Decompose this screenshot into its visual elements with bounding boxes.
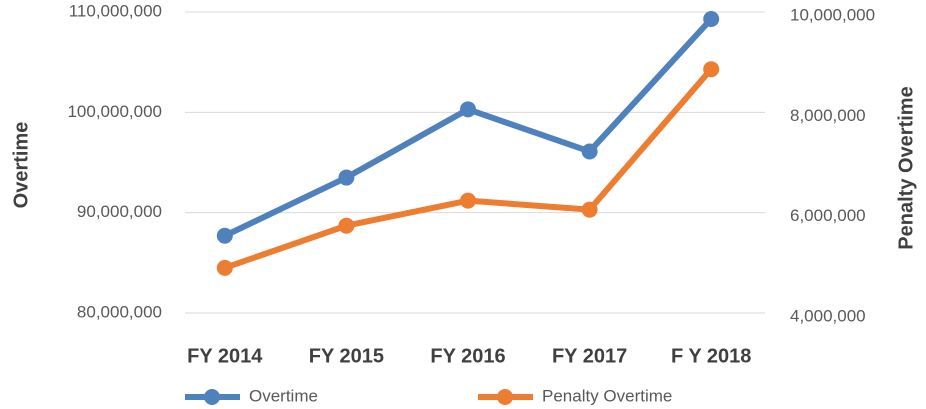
y-tick-label: 110,000,000 bbox=[69, 1, 162, 20]
data-point bbox=[581, 201, 598, 218]
x-tick-label: FY 2016 bbox=[430, 345, 505, 367]
y2-axis-label: Penalty Overtime bbox=[895, 86, 917, 249]
y2-tick-label: 8,000,000 bbox=[790, 106, 866, 125]
y-tick-label: 80,000,000 bbox=[77, 302, 162, 321]
legend-label: Penalty Overtime bbox=[542, 386, 672, 405]
data-point bbox=[216, 227, 233, 244]
x-tick-label: FY 2017 bbox=[552, 345, 627, 367]
y-tick-label: 90,000,000 bbox=[77, 202, 162, 221]
x-tick-label: F Y 2018 bbox=[671, 345, 751, 367]
data-point bbox=[338, 217, 355, 234]
y2-tick-label: 10,000,000 bbox=[790, 5, 875, 24]
data-point bbox=[460, 101, 476, 118]
y2-tick-label: 4,000,000 bbox=[790, 306, 866, 325]
data-point bbox=[460, 192, 476, 209]
y-axis-label: Overtime bbox=[10, 122, 32, 209]
data-point bbox=[338, 169, 355, 186]
data-point bbox=[581, 143, 598, 160]
data-point bbox=[703, 61, 720, 78]
legend-marker bbox=[204, 389, 220, 405]
data-point bbox=[216, 259, 233, 276]
x-tick-label: FY 2014 bbox=[187, 345, 263, 367]
y2-tick-label: 6,000,000 bbox=[790, 206, 866, 225]
y-tick-label: 100,000,000 bbox=[67, 102, 162, 121]
x-tick-label: FY 2015 bbox=[309, 345, 384, 367]
data-point bbox=[703, 11, 720, 28]
legend-label: Overtime bbox=[249, 386, 318, 405]
legend-marker bbox=[497, 389, 513, 405]
